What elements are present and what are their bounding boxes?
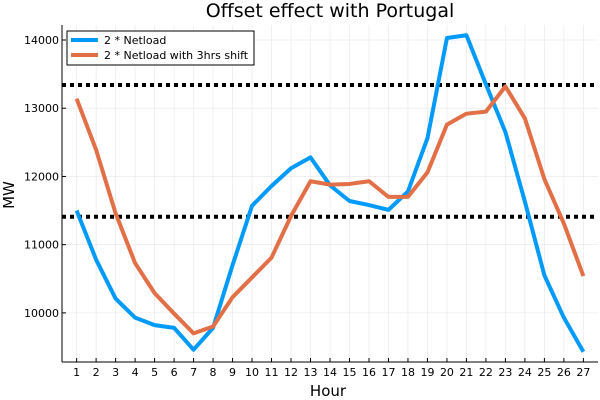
x-tick-label: 9 <box>229 366 236 379</box>
x-tick-label: 22 <box>479 366 493 379</box>
x-tick-label: 25 <box>537 366 551 379</box>
y-tick-label: 10000 <box>24 307 59 320</box>
x-tick-label: 5 <box>151 366 158 379</box>
x-tick-label: 24 <box>518 366 532 379</box>
reference-lines <box>62 83 598 219</box>
x-tick-label: 14 <box>323 366 337 379</box>
x-tick-label: 21 <box>459 366 473 379</box>
x-tick-label: 11 <box>265 366 279 379</box>
x-tick-label: 6 <box>171 366 178 379</box>
y-tick-label: 13000 <box>24 102 59 115</box>
x-tick-label: 10 <box>245 366 259 379</box>
legend-label-1: 2 * Netload <box>104 34 166 47</box>
axes <box>61 25 598 363</box>
y-tick-label: 12000 <box>24 170 59 183</box>
grid <box>62 25 598 362</box>
x-tick-label: 12 <box>284 366 298 379</box>
series-lines <box>74 33 586 353</box>
x-tick-label: 23 <box>498 366 512 379</box>
y-axis-title: MW <box>0 181 18 209</box>
legend-box <box>66 30 255 66</box>
x-tick-label: 4 <box>132 366 139 379</box>
chart-title: Offset effect with Portugal <box>206 0 455 22</box>
x-tick-label: 26 <box>557 366 571 379</box>
y-tick-label: 14000 <box>24 34 59 47</box>
x-tick-label: 13 <box>304 366 318 379</box>
x-tick-label: 8 <box>210 366 217 379</box>
x-tick-label: 2 <box>93 366 100 379</box>
y-tick-label: 11000 <box>24 239 59 252</box>
x-tick-label: 16 <box>362 366 376 379</box>
x-tick-label: 27 <box>576 366 590 379</box>
tick-labels: 1 2 3 4 5 6 7 8 9 10 11 12 13 14 15 16 17 18 19 20 21 22 23 24 2… <box>24 34 590 379</box>
legend: 2 * Netload 2 * Netload with 3hrs shift <box>66 30 255 66</box>
x-tick-label: 19 <box>420 366 434 379</box>
x-tick-label: 7 <box>190 366 197 379</box>
x-tick-label: 20 <box>440 366 454 379</box>
x-tick-label: 18 <box>401 366 415 379</box>
x-tick-label: 17 <box>381 366 395 379</box>
x-axis-title: Hour <box>310 382 347 400</box>
series-line-2 <box>74 84 586 336</box>
x-tick-label: 15 <box>342 366 356 379</box>
legend-label-2: 2 * Netload with 3hrs shift <box>104 49 249 62</box>
x-tick-label: 1 <box>73 366 80 379</box>
x-tick-label: 3 <box>112 366 119 379</box>
